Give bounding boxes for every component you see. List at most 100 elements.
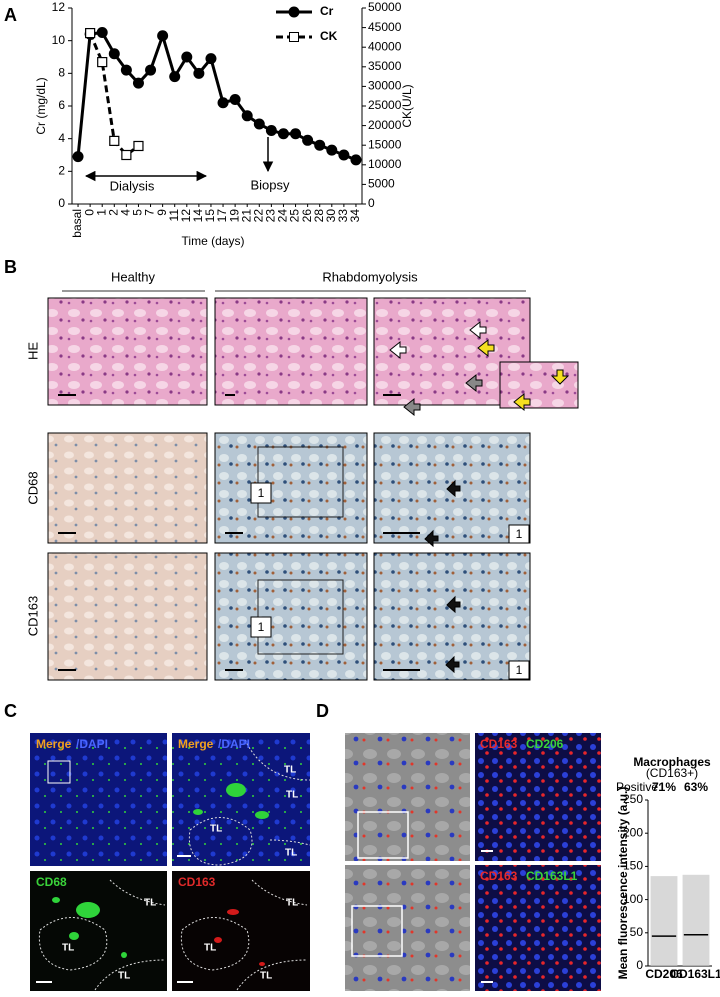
channel-label: Merge — [36, 737, 72, 751]
y2-tick-label: 45000 — [368, 20, 402, 34]
x-tick-label: 19 — [227, 209, 241, 223]
x-tick-label: 34 — [348, 209, 362, 223]
legend-marker — [288, 6, 300, 18]
pointer-arrows — [389, 320, 570, 674]
micrograph — [214, 552, 368, 681]
y-tick-label: 2 — [58, 164, 65, 178]
x-tick-label: 14 — [191, 209, 205, 223]
x-tick-label: 0 — [82, 209, 96, 216]
micrograph — [214, 297, 368, 406]
zoom-box — [257, 446, 344, 518]
label-box — [508, 524, 530, 544]
x-tick-label: 12 — [179, 209, 193, 223]
marker — [241, 110, 253, 122]
y-tick-label: 10 — [52, 33, 66, 47]
chart-subtitle: (CD163+) — [646, 766, 698, 780]
x-tick-label: 33 — [336, 209, 350, 223]
region-label: TL — [62, 943, 74, 954]
x-tick-label: 17 — [215, 209, 229, 223]
marker — [193, 67, 205, 79]
region-label: TL — [118, 971, 130, 982]
zoom-box — [47, 760, 71, 784]
inset-label: 1 — [516, 527, 523, 541]
x-tick-label: 4 — [119, 209, 133, 216]
micrograph — [47, 297, 208, 406]
x-axis-label: Time (days) — [182, 234, 245, 248]
scale-bars — [58, 394, 420, 671]
inset-label: 1 — [258, 486, 265, 500]
channel-label: CD206 — [526, 737, 564, 751]
x-tick-label: basal — [70, 209, 84, 238]
label-box — [250, 616, 272, 638]
region-label: TL — [284, 765, 296, 776]
annotation: Positive: — [616, 780, 661, 794]
y2-tick-label: 35000 — [368, 59, 402, 73]
series-line — [76, 30, 357, 162]
channel-label: /DAPI — [76, 737, 108, 751]
group-header: Rhabdomyolysis — [322, 269, 418, 284]
channel-label: CD68 — [36, 875, 67, 889]
x-tick-label: 1 — [94, 209, 108, 216]
region-label: TL — [210, 824, 222, 835]
channel-label: /DAPI — [218, 737, 250, 751]
marker — [169, 71, 181, 83]
legend-label: CK — [320, 29, 338, 43]
marker — [132, 77, 144, 89]
channel-label: CD163 — [178, 875, 216, 889]
y2-tick-label: 5000 — [368, 177, 395, 191]
y-axis-label: Mean fluorescence intensity (a.u.) — [616, 787, 630, 980]
y2-tick-label: 50000 — [368, 0, 402, 14]
red-signal — [214, 909, 265, 966]
y2-tick-label: 30000 — [368, 79, 402, 93]
channel-label: Merge — [178, 737, 214, 751]
y2-tick-label: 0 — [368, 196, 375, 210]
marker — [350, 154, 362, 166]
x-tick-label: 5 — [131, 209, 145, 216]
micrograph — [47, 552, 208, 681]
y-tick-label: 6 — [58, 98, 65, 112]
marker — [133, 140, 144, 152]
marker — [277, 128, 289, 140]
marker — [314, 139, 326, 151]
x-tick-label: 2 — [106, 209, 120, 216]
y-tick-label: 150 — [623, 859, 643, 873]
y-tick-label: 0 — [636, 958, 643, 972]
region-label: TL — [260, 971, 272, 982]
point-cloud — [682, 874, 710, 966]
marker — [120, 64, 132, 76]
marker — [253, 118, 265, 130]
inset-micrograph — [499, 361, 579, 409]
region-label: TL — [286, 898, 298, 909]
x-tick-label: 30 — [324, 209, 338, 223]
annotation: 71% — [652, 780, 676, 794]
region-label: TL — [286, 790, 298, 801]
marker — [217, 97, 229, 109]
label-box — [508, 660, 530, 680]
marker — [97, 56, 108, 68]
annotation: Dialysis — [110, 178, 155, 193]
fluorescence-image — [475, 733, 601, 861]
panel-label: B — [4, 257, 17, 277]
y2-tick-label: 40000 — [368, 39, 402, 53]
marker — [157, 30, 169, 42]
y-axis-label: Cr (mg/dL) — [34, 77, 48, 134]
x-tick-label: 15 — [203, 209, 217, 223]
y-tick-label: 12 — [52, 0, 66, 14]
y-tick-label: 100 — [623, 892, 643, 906]
scale-bars — [36, 855, 193, 983]
inset-label: 1 — [516, 663, 523, 677]
marker — [326, 144, 338, 156]
marker — [338, 149, 350, 161]
x-tick-label: 28 — [312, 209, 326, 223]
row-label: CD163 — [25, 596, 40, 636]
x-tick-label: 21 — [239, 209, 253, 223]
marker — [109, 135, 120, 146]
y-tick-label: 0 — [58, 196, 65, 210]
micrograph — [214, 432, 368, 544]
point-cloud — [650, 876, 678, 966]
region-label: TL — [144, 898, 156, 909]
legend-label: Cr — [320, 4, 334, 18]
y-tick-label: 200 — [623, 825, 643, 839]
region-label: TL — [204, 943, 216, 954]
